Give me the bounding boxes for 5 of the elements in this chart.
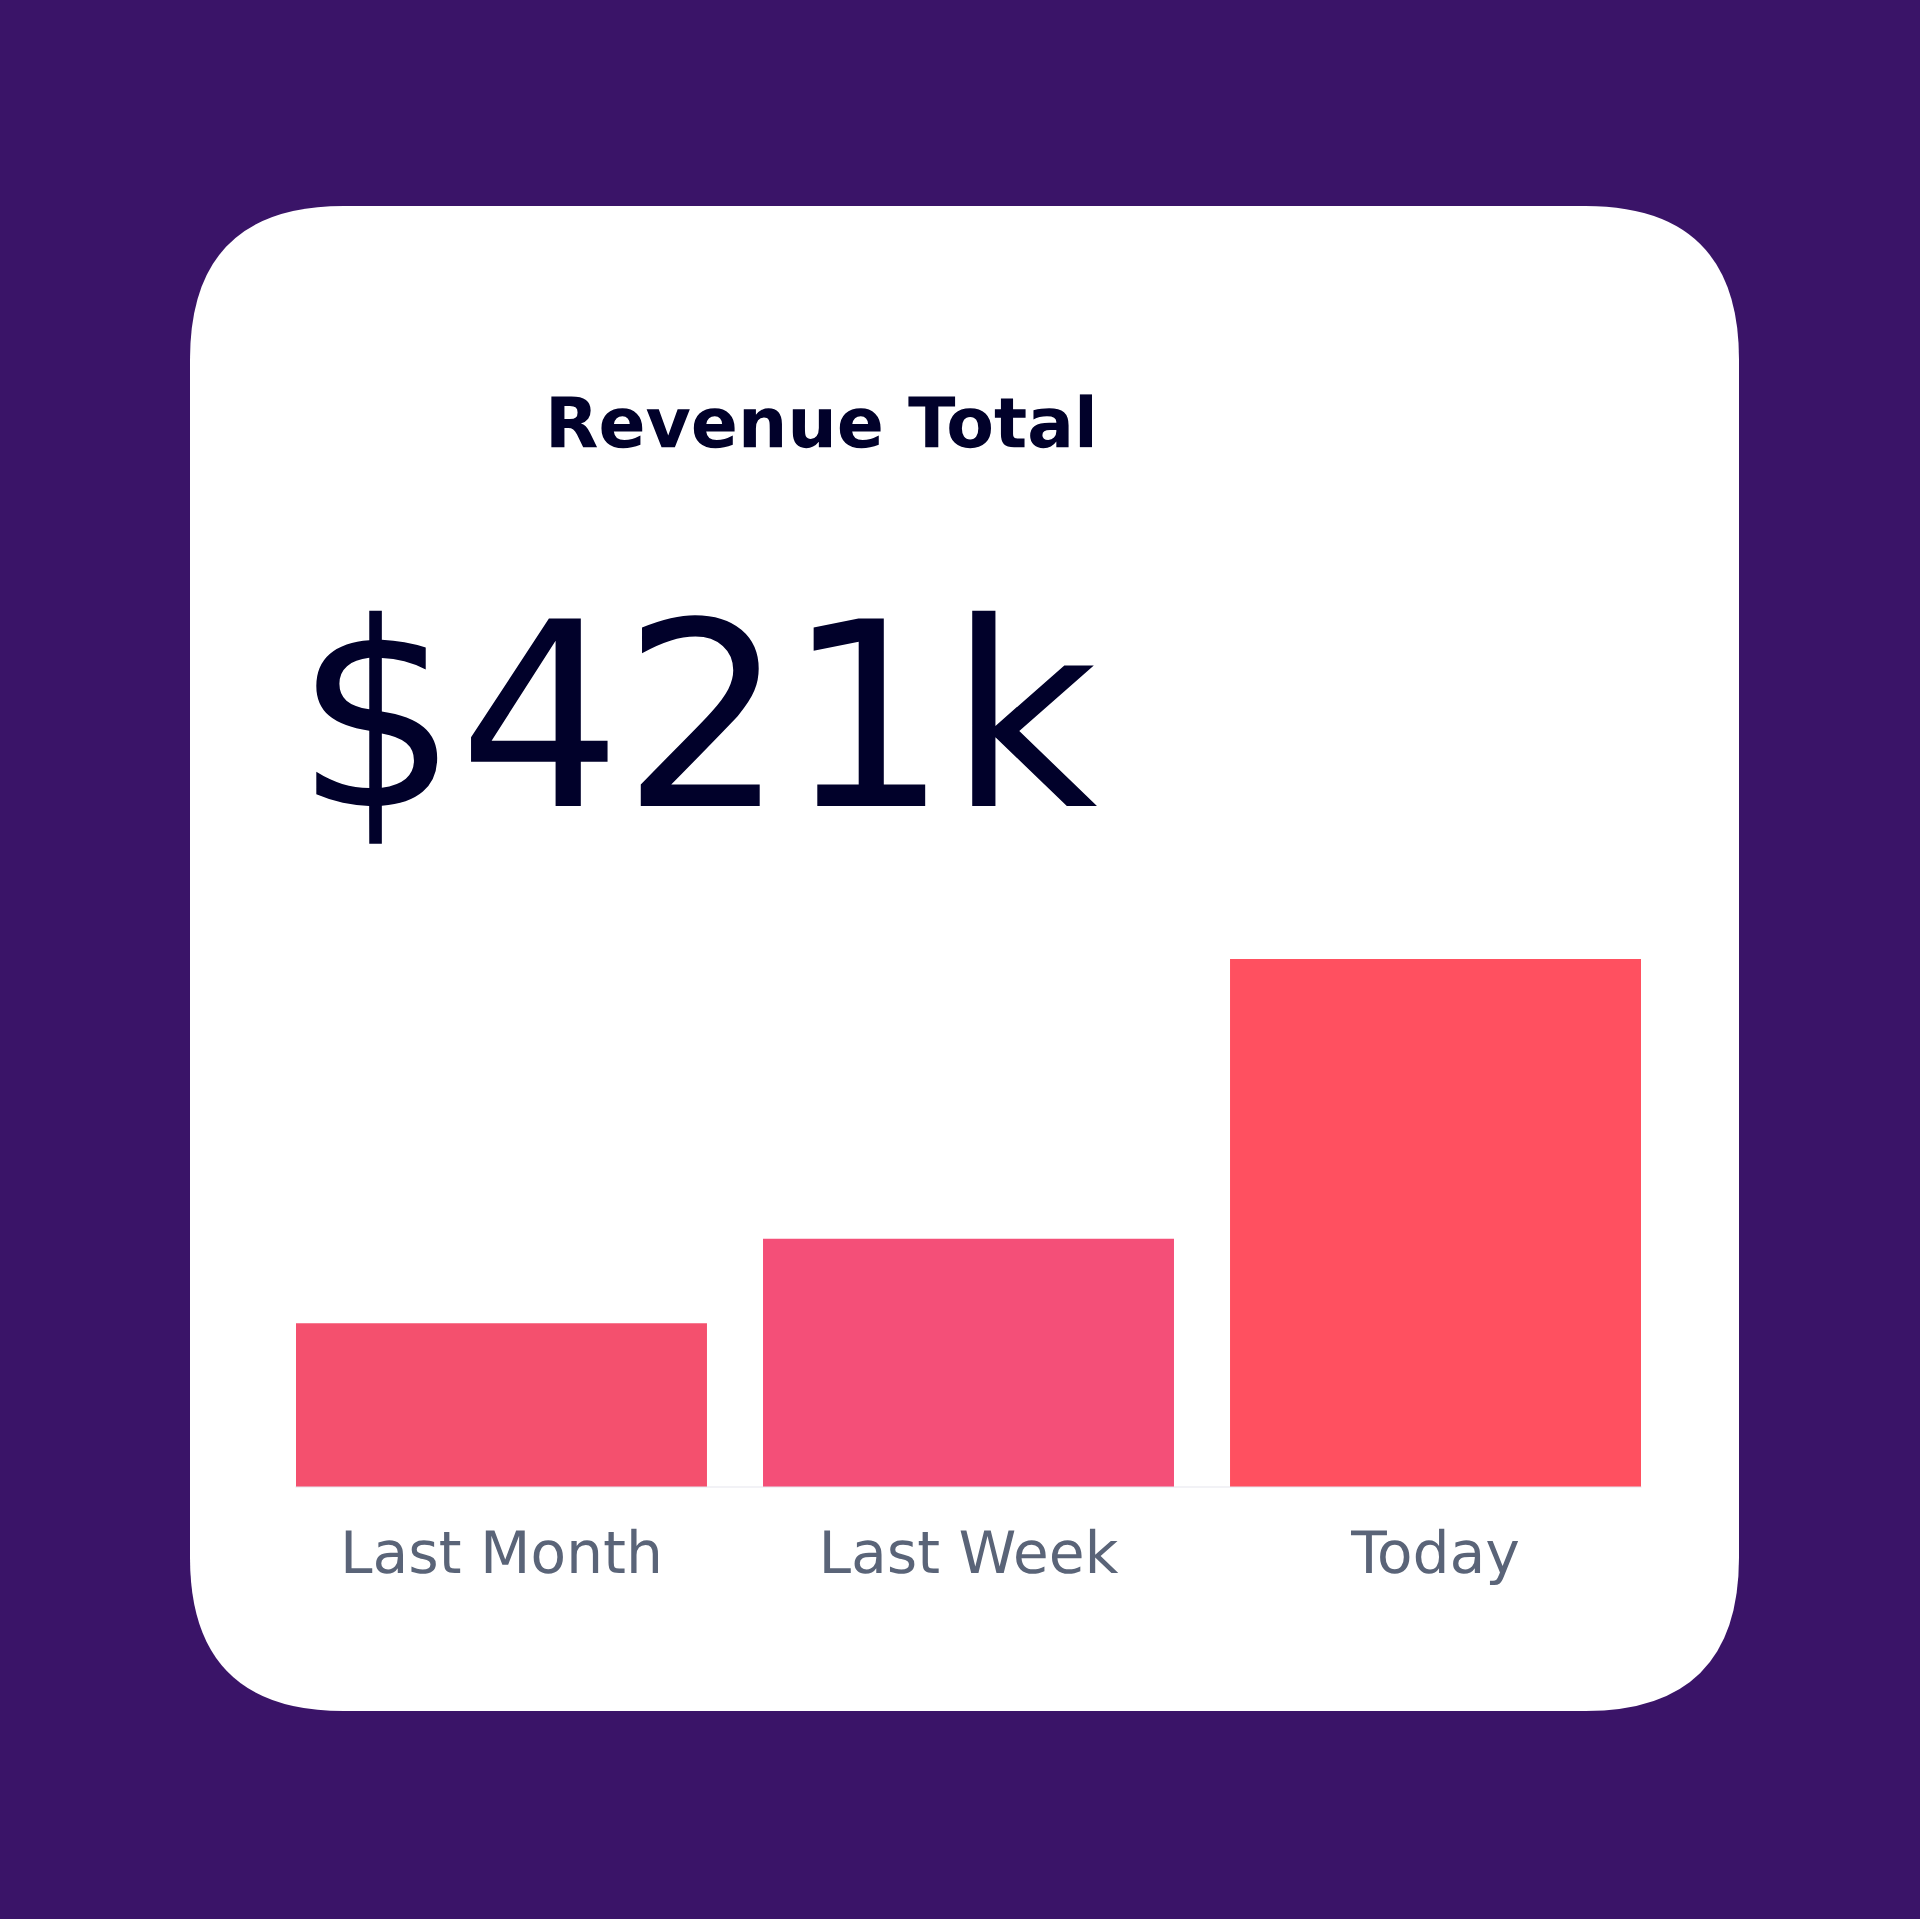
- x-tick-label: Today: [1350, 1528, 1519, 1586]
- x-tick-label: Last Week: [824, 1528, 1119, 1574]
- chart-title: Revenue Total: [551, 394, 1092, 449]
- chart-subtitle: $421k: [316, 610, 1097, 844]
- x-tick-label: Last Month: [345, 1528, 658, 1574]
